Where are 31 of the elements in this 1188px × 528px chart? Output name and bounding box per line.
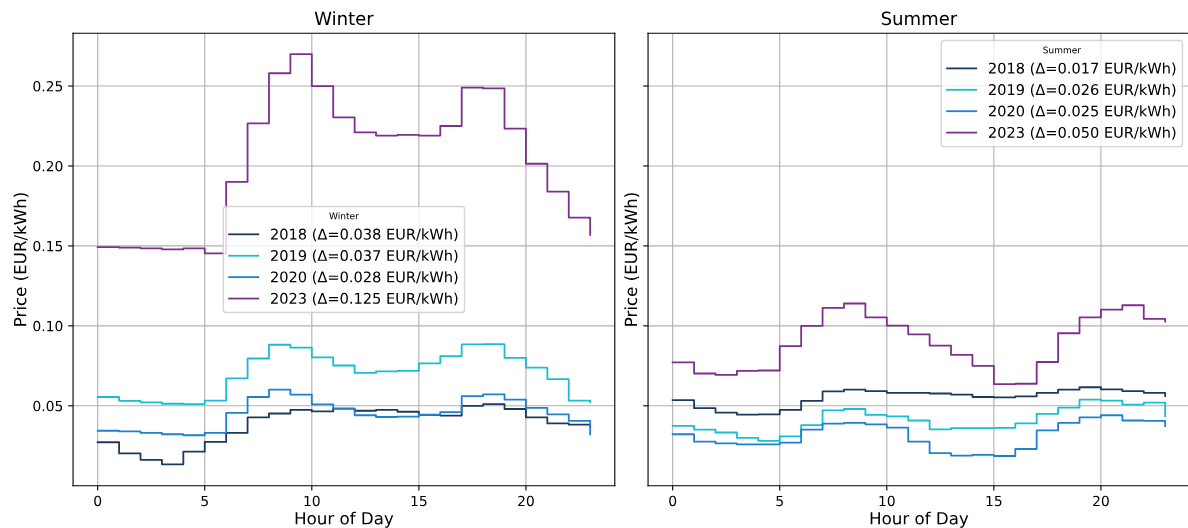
- legend-title: Winter: [329, 212, 359, 220]
- x-tick-label: 10: [879, 495, 895, 507]
- x-tick-label: 5: [201, 495, 208, 507]
- legend-label: 2023 (Δ=0.050 EUR/kWh): [988, 126, 1176, 140]
- legend-label: 2020 (Δ=0.025 EUR/kWh): [988, 105, 1176, 119]
- x-tick-label: 0: [94, 495, 102, 507]
- x-axis-title: Hour of Day: [295, 511, 394, 528]
- x-tick-label: 20: [518, 495, 534, 507]
- legend-label: 2019 (Δ=0.037 EUR/kWh): [271, 249, 458, 263]
- chart-title: Winter: [314, 11, 374, 26]
- y-axis-title: Price (EUR/kWh): [13, 193, 29, 326]
- legend-label: 2019 (Δ=0.026 EUR/kWh): [988, 83, 1176, 97]
- legend-label: 2018 (Δ=0.038 EUR/kWh): [271, 228, 458, 242]
- x-tick-label: 5: [776, 495, 783, 507]
- x-tick-label: 20: [1093, 495, 1109, 507]
- y-tick-label: 0.10: [33, 320, 63, 332]
- y-tick-label: 0.05: [33, 400, 63, 412]
- x-tick-label: 10: [304, 495, 320, 507]
- y-axis-title: Price (EUR/kWh): [624, 193, 640, 326]
- x-tick-label: 15: [986, 495, 1002, 507]
- y-tick-label: 0.15: [33, 240, 63, 252]
- legend-label: 2020 (Δ=0.028 EUR/kWh): [271, 271, 458, 285]
- legend-title: Summer: [1043, 46, 1082, 54]
- y-tick-label: 0.25: [33, 81, 63, 92]
- y-tick-label: 0.20: [33, 160, 63, 172]
- x-axis-title: Hour of Day: [870, 511, 969, 528]
- x-tick-label: 15: [411, 495, 427, 507]
- x-tick-label: 0: [669, 495, 677, 507]
- chart-title: Summer: [881, 11, 958, 26]
- legend-label: 2018 (Δ=0.017 EUR/kWh): [988, 62, 1176, 76]
- legend-label: 2023 (Δ=0.125 EUR/kWh): [271, 292, 458, 306]
